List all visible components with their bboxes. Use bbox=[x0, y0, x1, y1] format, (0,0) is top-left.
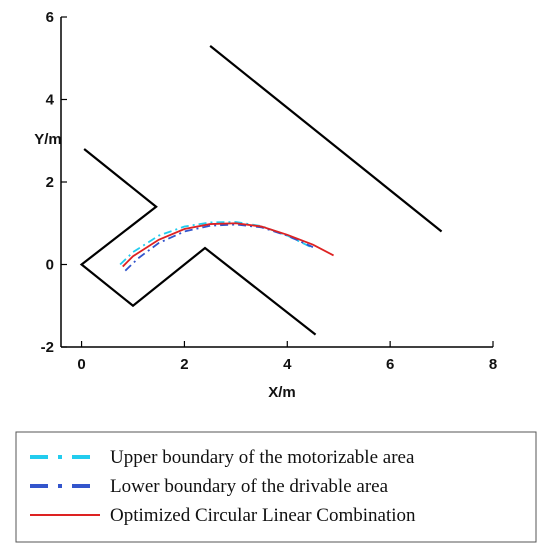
axes: 0 2 4 6 8 -2 0 2 4 6 bbox=[41, 9, 498, 373]
x-tick-label: 4 bbox=[283, 356, 292, 373]
plot-area bbox=[79, 45, 443, 336]
series-line-3 bbox=[122, 222, 334, 268]
y-tick-label: 4 bbox=[46, 92, 55, 109]
x-tick-label: 2 bbox=[180, 356, 188, 373]
y-tick-label: 0 bbox=[46, 257, 54, 274]
legend-label-1: Upper boundary of the motorizable area bbox=[110, 447, 415, 468]
y-tick-label: 2 bbox=[46, 174, 54, 191]
x-tick-label: 6 bbox=[386, 356, 394, 373]
x-axis-title: X/m bbox=[268, 384, 296, 401]
x-tick-label: 8 bbox=[489, 356, 497, 373]
y-axis-title: Y/m bbox=[34, 131, 62, 148]
legend-box bbox=[15, 431, 537, 543]
right-boundary bbox=[209, 45, 443, 233]
series-line-2 bbox=[124, 223, 314, 272]
y-tick-label: 6 bbox=[46, 9, 54, 26]
legend: Upper boundary of the motorizable area Lo… bbox=[15, 431, 537, 543]
left-boundary bbox=[79, 148, 317, 336]
x-tick-label: 0 bbox=[77, 356, 85, 373]
legend-label-3: Optimized Circular Linear Combination bbox=[110, 505, 416, 526]
y-tick-label: -2 bbox=[41, 339, 54, 356]
legend-label-2: Lower boundary of the drivable area bbox=[110, 476, 389, 497]
